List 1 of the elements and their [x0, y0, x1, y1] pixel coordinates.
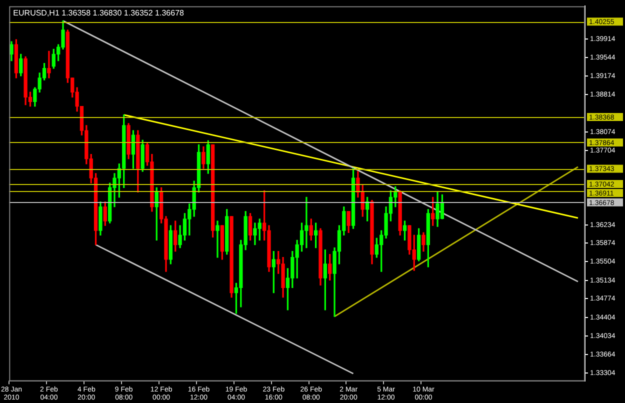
chart-title: EURUSD,H1 1.36358 1.36830 1.36352 1.36678 — [13, 8, 185, 18]
